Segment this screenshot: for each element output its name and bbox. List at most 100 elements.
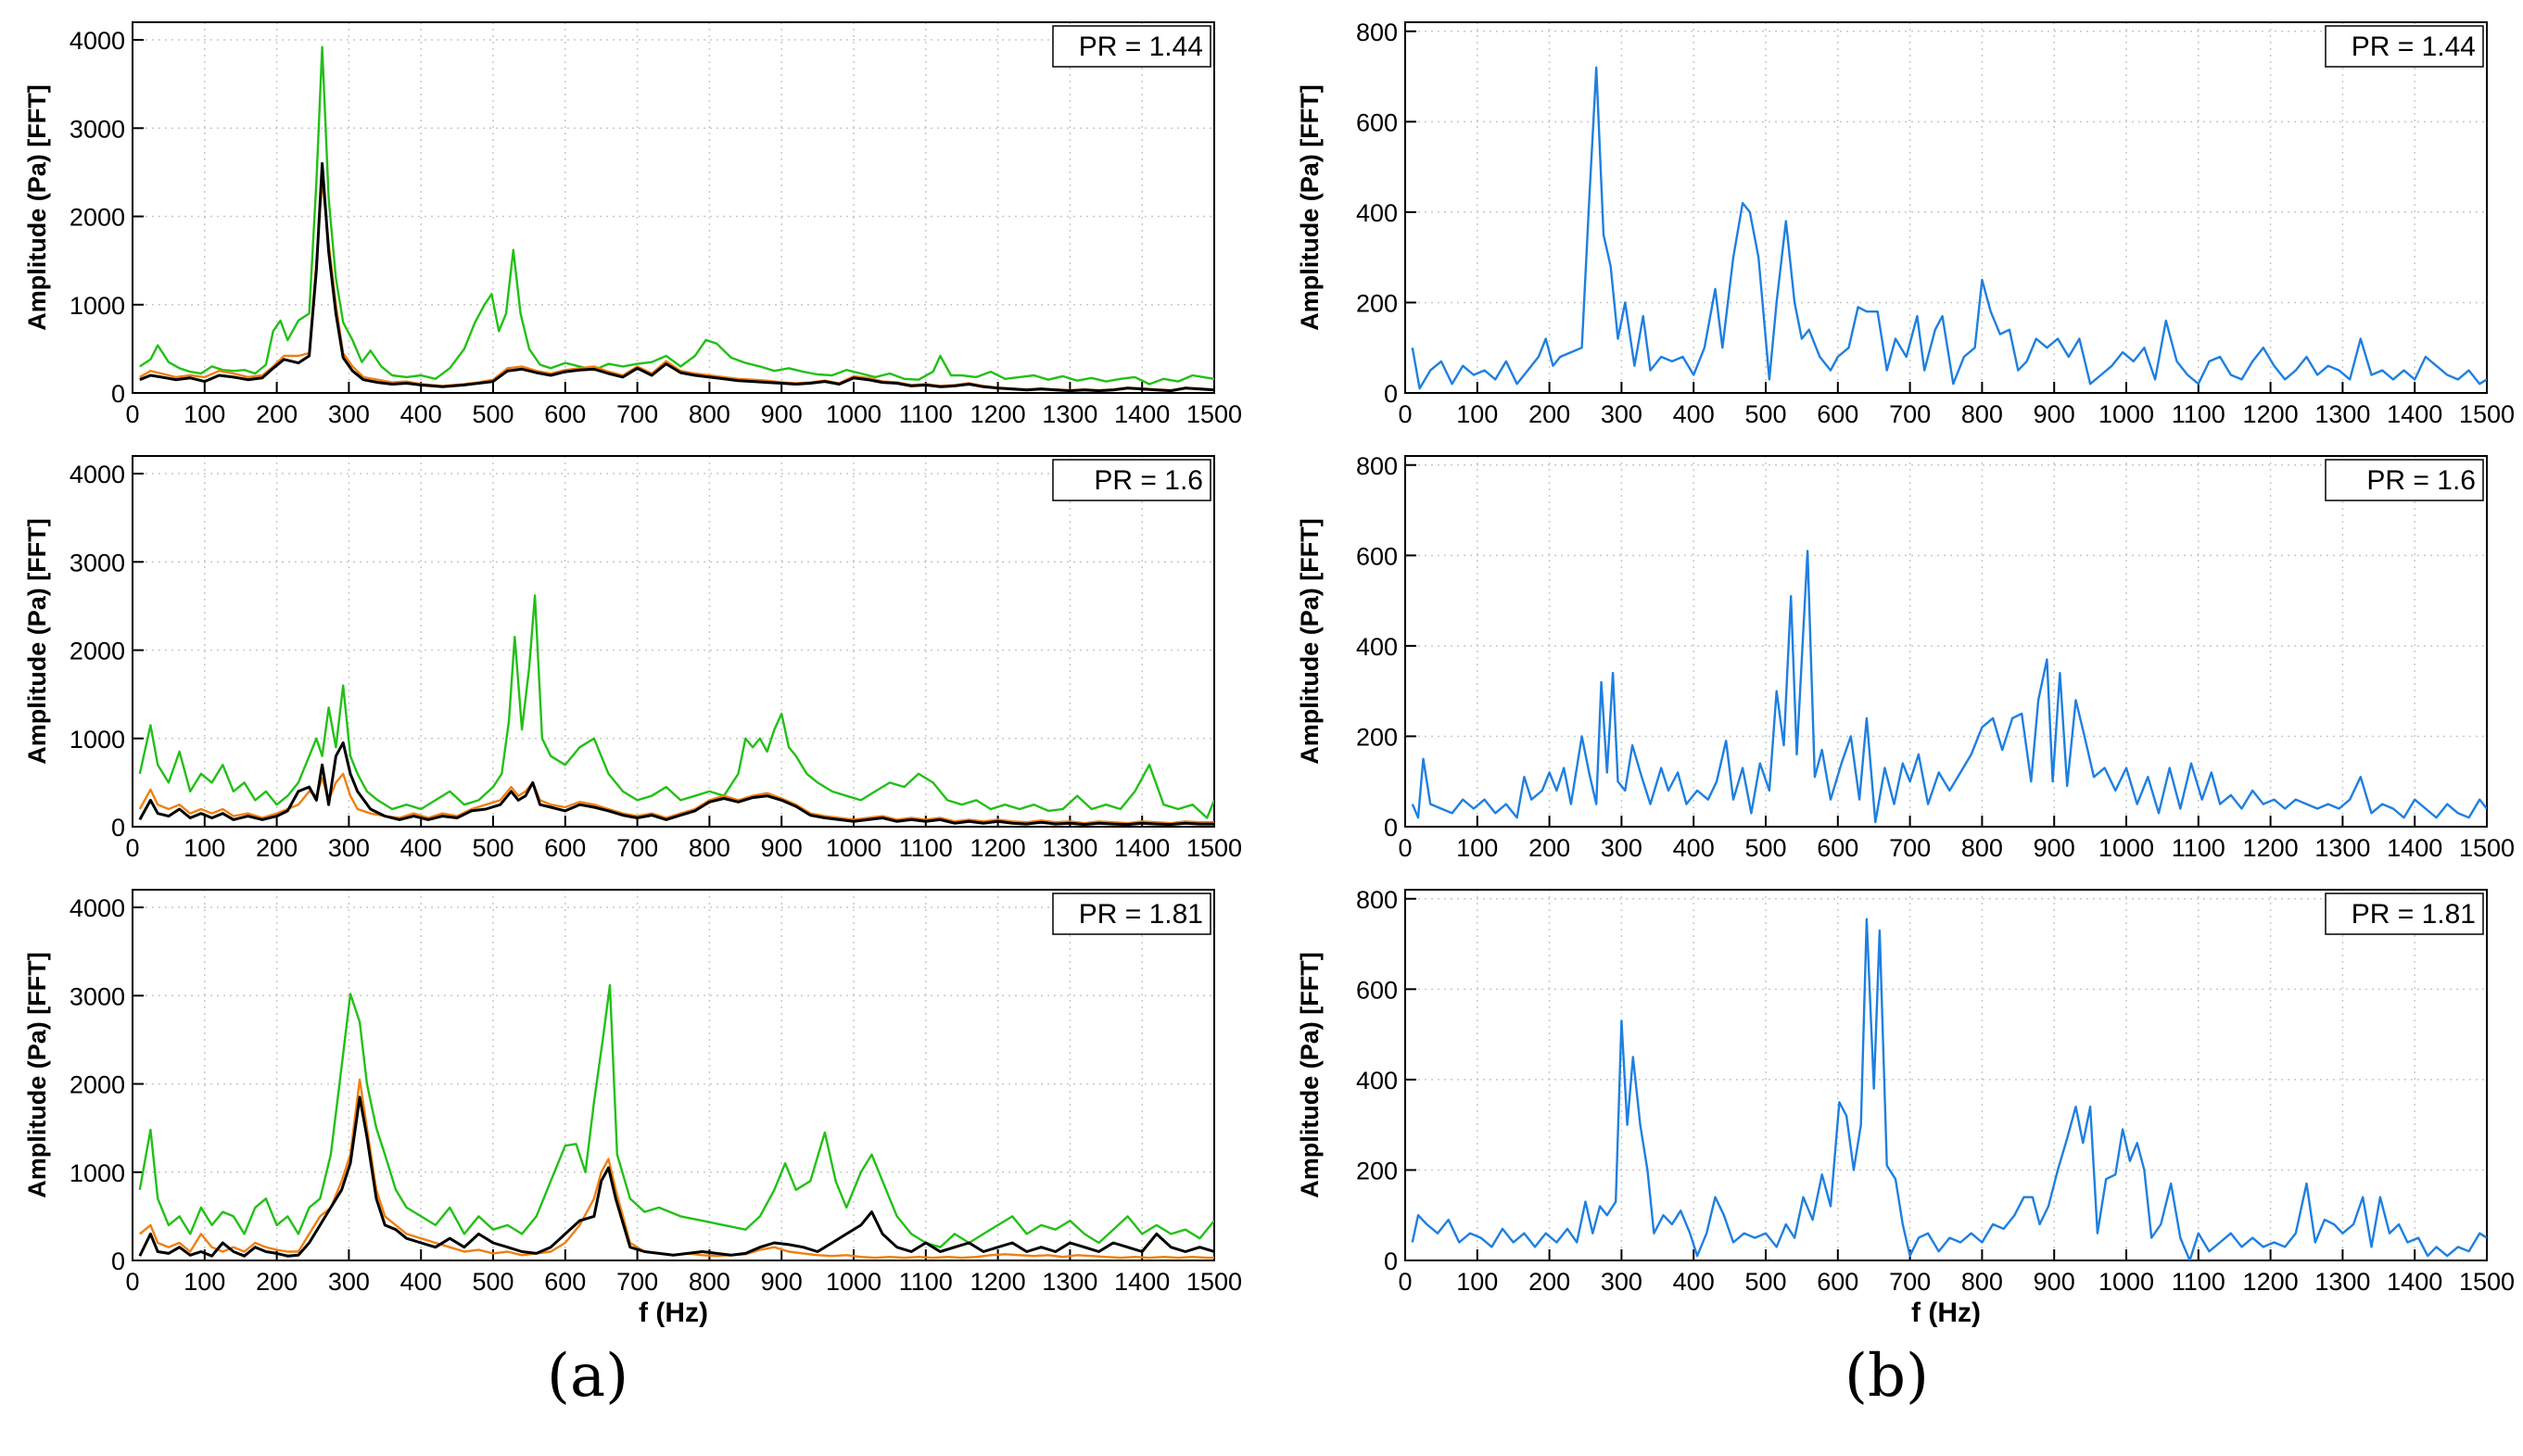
- x-tick-label: 1000: [2098, 400, 2154, 428]
- x-tick-label: 300: [1601, 1268, 1642, 1296]
- pr-annotation-box: [1052, 25, 1211, 68]
- x-tick-label: 0: [125, 834, 139, 862]
- x-tick-label: 1100: [2172, 834, 2225, 862]
- x-tick-label: 1000: [2098, 1268, 2154, 1296]
- x-tick-label: 800: [1961, 834, 2003, 862]
- y-tick-label: 1000: [70, 1159, 125, 1187]
- x-tick-label: 400: [1673, 834, 1715, 862]
- x-tick-label: 1400: [1114, 834, 1170, 862]
- x-tick-label: 600: [544, 1268, 586, 1296]
- x-tick-label: 300: [1601, 834, 1642, 862]
- x-tick-label: 100: [184, 834, 225, 862]
- y-tick-label: 3000: [70, 549, 125, 576]
- chart-b-2: 0 100 200 300 400 500 600 700 800 900 1000 1100 1200…: [1296, 886, 2515, 1328]
- x-tick-label: 500: [1744, 1268, 1786, 1296]
- series-line-green: [138, 594, 1214, 819]
- y-tick-label: 2000: [70, 1071, 125, 1099]
- x-tick-label: 800: [689, 400, 730, 428]
- x-tick-label: 1100: [2172, 400, 2225, 428]
- x-tick-label: 500: [472, 834, 513, 862]
- y-tick-label: 400: [1356, 633, 1398, 661]
- x-tick-label: 0: [125, 1268, 139, 1296]
- x-tick-label: 600: [544, 834, 586, 862]
- x-tick-label: 1200: [970, 834, 1026, 862]
- x-tick-label: 1100: [899, 400, 953, 428]
- x-tick-label: 900: [2034, 834, 2075, 862]
- x-tick-label: 700: [1889, 400, 1931, 428]
- x-tick-label: 400: [400, 1268, 442, 1296]
- x-tick-label: 300: [328, 400, 370, 428]
- x-tick-label: 200: [256, 834, 298, 862]
- x-tick-label: 900: [761, 834, 803, 862]
- y-tick-label: 0: [1384, 380, 1398, 408]
- pr-annotation-box: [2325, 459, 2484, 501]
- x-tick-label: 1400: [1114, 400, 1170, 428]
- plot-frame: [1404, 889, 2488, 1261]
- x-tick-label: 400: [1673, 400, 1715, 428]
- y-tick-label: 2000: [70, 638, 125, 665]
- x-tick-label: 1200: [970, 400, 1026, 428]
- pr-annotation: PR = 1.6: [2366, 465, 2476, 496]
- pr-annotation: PR = 1.44: [2352, 32, 2476, 62]
- x-tick-label: 1500: [2459, 1268, 2515, 1296]
- x-tick-label: 900: [2034, 400, 2075, 428]
- x-tick-label: 1300: [2314, 400, 2370, 428]
- pr-annotation: PR = 1.81: [2352, 899, 2476, 930]
- x-tick-label: 400: [400, 400, 442, 428]
- y-tick-label: 400: [1356, 199, 1398, 227]
- x-tick-label: 1000: [826, 1268, 881, 1296]
- x-tick-label: 0: [1398, 400, 1412, 428]
- x-tick-label: 100: [184, 1268, 225, 1296]
- x-tick-label: 1400: [1114, 1268, 1170, 1296]
- y-tick-label: 4000: [70, 461, 125, 488]
- x-tick-label: 800: [689, 1268, 730, 1296]
- x-tick-label: 1500: [2459, 834, 2515, 862]
- x-tick-label: 0: [125, 400, 139, 428]
- series-line-blue: [1411, 550, 2487, 824]
- x-tick-label: 1500: [1186, 400, 1242, 428]
- x-tick-label: 800: [1961, 1268, 2003, 1296]
- series-line-green: [139, 45, 1214, 386]
- chart-b-1: 0 100 200 300 400 500 600 700 800 900 1000 1100 1200…: [1296, 452, 2515, 862]
- x-tick-label: 100: [1456, 400, 1498, 428]
- x-tick-label: 1500: [1186, 1268, 1242, 1296]
- y-tick-label: 0: [111, 380, 125, 408]
- x-tick-label: 1200: [2243, 400, 2299, 428]
- x-tick-label: 100: [184, 400, 225, 428]
- y-tick-label: 0: [111, 814, 125, 842]
- x-tick-label: 500: [472, 400, 513, 428]
- series-line-black: [139, 161, 1214, 393]
- plot-frame: [1404, 455, 2488, 828]
- pr-annotation-box: [1052, 459, 1211, 501]
- y-tick-label: 3000: [70, 115, 125, 143]
- plot-frame: [132, 889, 1215, 1261]
- x-tick-label: 200: [1528, 834, 1570, 862]
- y-axis-label: Amplitude (Pa) [FFT]: [1296, 84, 1324, 330]
- x-tick-label: 1500: [1186, 834, 1242, 862]
- x-tick-label: 700: [616, 834, 658, 862]
- y-axis-label: Amplitude (Pa) [FFT]: [23, 952, 51, 1197]
- y-tick-label: 4000: [70, 894, 125, 922]
- x-tick-label: 700: [616, 1268, 658, 1296]
- series-line-blue: [1411, 918, 2487, 1260]
- y-tick-label: 400: [1356, 1067, 1398, 1095]
- chart-a-0: 0 100 200 300 400 500 600 700 800 900 1000 1100 1200…: [23, 21, 1242, 428]
- y-tick-label: 4000: [70, 27, 125, 55]
- x-tick-label: 1400: [2387, 1268, 2442, 1296]
- x-tick-label: 400: [1673, 1268, 1715, 1296]
- x-tick-label: 900: [2034, 1268, 2075, 1296]
- y-tick-label: 800: [1356, 19, 1398, 46]
- x-tick-label: 1300: [1042, 834, 1097, 862]
- x-tick-label: 700: [1889, 1268, 1931, 1296]
- x-tick-label: 200: [256, 400, 298, 428]
- panel-label-b: (b): [1845, 1342, 1929, 1411]
- x-tick-label: 1300: [2314, 834, 2370, 862]
- x-tick-label: 100: [1456, 834, 1498, 862]
- y-tick-label: 200: [1356, 289, 1398, 317]
- pr-annotation-box: [1052, 893, 1211, 935]
- y-tick-label: 0: [1384, 814, 1398, 842]
- y-tick-label: 600: [1356, 542, 1398, 570]
- x-tick-label: 600: [1817, 834, 1858, 862]
- x-tick-label: 1200: [2243, 834, 2299, 862]
